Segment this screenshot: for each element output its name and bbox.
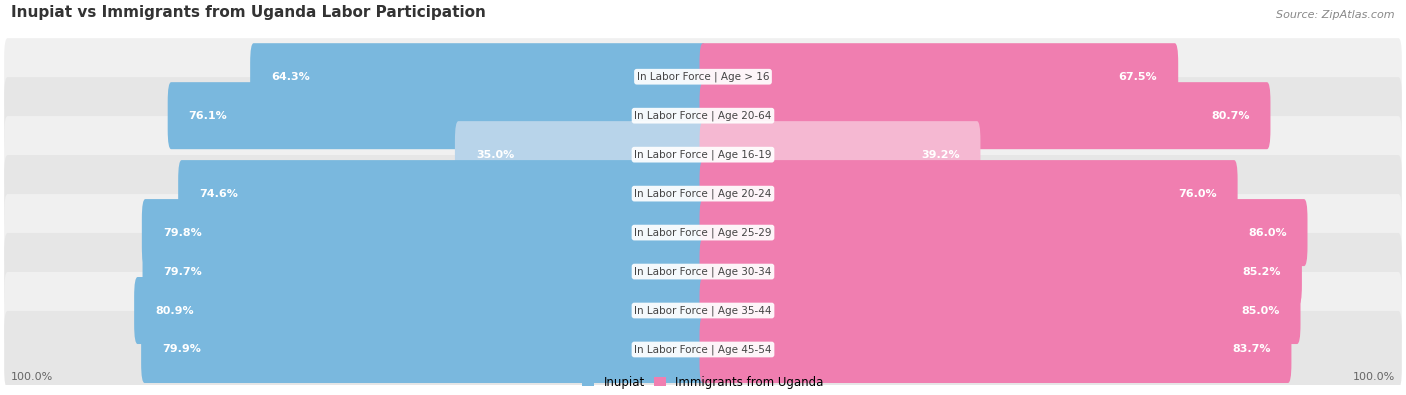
Text: 100.0%: 100.0% (11, 372, 53, 382)
FancyBboxPatch shape (700, 82, 1271, 149)
Text: 79.9%: 79.9% (162, 344, 201, 354)
Text: In Labor Force | Age 25-29: In Labor Force | Age 25-29 (634, 228, 772, 238)
FancyBboxPatch shape (456, 121, 706, 188)
FancyBboxPatch shape (700, 43, 1178, 110)
FancyBboxPatch shape (141, 316, 706, 383)
Text: 76.0%: 76.0% (1178, 189, 1216, 199)
Text: 74.6%: 74.6% (200, 189, 238, 199)
Text: 100.0%: 100.0% (1353, 372, 1395, 382)
FancyBboxPatch shape (167, 82, 706, 149)
Text: 86.0%: 86.0% (1249, 228, 1286, 237)
Text: In Labor Force | Age 20-24: In Labor Force | Age 20-24 (634, 188, 772, 199)
Text: In Labor Force | Age 30-34: In Labor Force | Age 30-34 (634, 266, 772, 277)
Text: 79.8%: 79.8% (163, 228, 201, 237)
Text: 85.0%: 85.0% (1241, 305, 1279, 316)
FancyBboxPatch shape (700, 121, 980, 188)
FancyBboxPatch shape (700, 277, 1301, 344)
FancyBboxPatch shape (700, 238, 1302, 305)
FancyBboxPatch shape (4, 116, 1402, 193)
FancyBboxPatch shape (4, 311, 1402, 388)
Text: Inupiat vs Immigrants from Uganda Labor Participation: Inupiat vs Immigrants from Uganda Labor … (11, 5, 486, 20)
Text: 80.7%: 80.7% (1211, 111, 1250, 121)
FancyBboxPatch shape (4, 155, 1402, 232)
Text: Source: ZipAtlas.com: Source: ZipAtlas.com (1277, 10, 1395, 20)
Text: In Labor Force | Age 16-19: In Labor Force | Age 16-19 (634, 149, 772, 160)
FancyBboxPatch shape (179, 160, 706, 227)
FancyBboxPatch shape (4, 77, 1402, 154)
Text: In Labor Force | Age > 16: In Labor Force | Age > 16 (637, 71, 769, 82)
FancyBboxPatch shape (134, 277, 706, 344)
FancyBboxPatch shape (4, 233, 1402, 310)
Text: In Labor Force | Age 45-54: In Labor Force | Age 45-54 (634, 344, 772, 355)
Text: 83.7%: 83.7% (1232, 344, 1271, 354)
Text: 35.0%: 35.0% (475, 150, 515, 160)
FancyBboxPatch shape (142, 238, 706, 305)
Text: 67.5%: 67.5% (1119, 72, 1157, 82)
FancyBboxPatch shape (142, 199, 706, 266)
FancyBboxPatch shape (700, 316, 1292, 383)
FancyBboxPatch shape (4, 38, 1402, 115)
Text: 39.2%: 39.2% (921, 150, 959, 160)
Text: 76.1%: 76.1% (188, 111, 228, 121)
FancyBboxPatch shape (250, 43, 706, 110)
Text: In Labor Force | Age 20-64: In Labor Force | Age 20-64 (634, 111, 772, 121)
FancyBboxPatch shape (4, 272, 1402, 349)
FancyBboxPatch shape (700, 199, 1308, 266)
FancyBboxPatch shape (4, 194, 1402, 271)
Text: 64.3%: 64.3% (271, 72, 309, 82)
Text: 85.2%: 85.2% (1243, 267, 1281, 276)
Text: 80.9%: 80.9% (155, 305, 194, 316)
FancyBboxPatch shape (700, 160, 1237, 227)
Text: In Labor Force | Age 35-44: In Labor Force | Age 35-44 (634, 305, 772, 316)
Text: 79.7%: 79.7% (163, 267, 202, 276)
Legend: Inupiat, Immigrants from Uganda: Inupiat, Immigrants from Uganda (578, 371, 828, 393)
